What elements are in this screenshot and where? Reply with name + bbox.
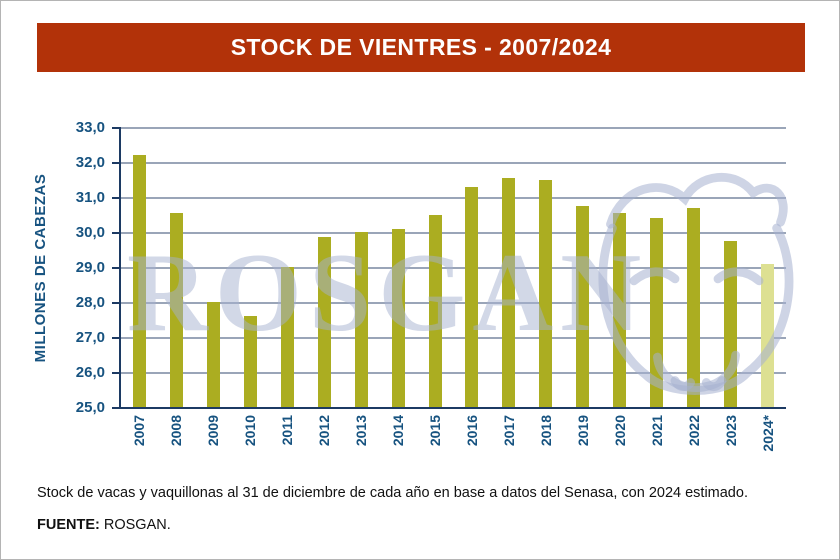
y-tick-label: 33,0 — [75, 119, 105, 136]
gridline — [121, 372, 786, 374]
y-axis-tick — [112, 127, 121, 129]
bar-2017 — [502, 177, 516, 407]
bar-2021 — [650, 218, 664, 407]
y-axis-tick — [112, 337, 121, 339]
gridline — [121, 162, 786, 164]
x-tick-label: 2012 — [316, 415, 333, 447]
y-axis-label: MILLONES DE CABEZAS — [32, 173, 49, 363]
y-axis-tick — [112, 267, 121, 269]
x-tick-label: 2008 — [168, 415, 185, 447]
bar-2018 — [539, 179, 553, 407]
title-banner: STOCK DE VIENTRES - 2007/2024 — [37, 23, 805, 72]
gridline — [121, 197, 786, 199]
source-line: FUENTE: ROSGAN. — [37, 517, 171, 533]
chart-title: STOCK DE VIENTRES - 2007/2024 — [230, 34, 612, 60]
y-axis-tick — [112, 162, 121, 164]
gridline — [121, 127, 786, 129]
y-axis-tick — [112, 197, 121, 199]
gridline — [121, 337, 786, 339]
x-tick-label: 2014 — [390, 415, 407, 447]
gridline — [121, 232, 786, 234]
x-tick-label: 2011 — [279, 415, 296, 446]
x-tick-label: 2022 — [685, 415, 702, 447]
bar-2019 — [576, 205, 590, 407]
chart-footnote: Stock de vacas y vaquillonas al 31 de di… — [37, 485, 748, 501]
x-tick-label: 2024* — [759, 415, 776, 452]
bar-2023 — [724, 240, 738, 407]
x-tick-label: 2015 — [427, 415, 444, 447]
x-tick-label: 2016 — [463, 415, 480, 447]
y-axis-tick — [112, 302, 121, 304]
y-axis-tick — [112, 407, 121, 409]
source-value: ROSGAN. — [99, 517, 171, 533]
source-label: FUENTE: — [37, 517, 100, 533]
x-axis-line — [119, 407, 786, 409]
y-tick-label: 30,0 — [75, 224, 105, 241]
bar-2007 — [132, 155, 146, 407]
bar-2015 — [428, 214, 442, 407]
x-tick-label: 2017 — [500, 415, 517, 447]
y-axis-tick — [112, 372, 121, 374]
bar-2024 — [761, 263, 775, 407]
bar-2014 — [391, 228, 405, 407]
bar-2012 — [317, 237, 331, 407]
x-tick-label: 2018 — [537, 415, 554, 447]
x-tick-label: 2020 — [611, 415, 628, 447]
y-tick-label: 28,0 — [75, 294, 105, 311]
x-tick-label: 2009 — [205, 415, 222, 447]
y-axis-tick — [112, 232, 121, 234]
y-tick-label: 31,0 — [75, 189, 105, 206]
bar-2009 — [206, 302, 220, 407]
y-tick-label: 25,0 — [75, 399, 105, 416]
x-tick-label: 2021 — [648, 415, 665, 447]
gridline — [121, 302, 786, 304]
x-tick-label: 2007 — [131, 415, 148, 447]
bar-2013 — [354, 232, 368, 407]
y-tick-label: 29,0 — [75, 259, 105, 276]
x-tick-label: 2023 — [722, 415, 739, 447]
y-tick-label: 27,0 — [75, 329, 105, 346]
bar-2022 — [687, 207, 701, 407]
x-tick-label: 2010 — [242, 415, 259, 447]
y-tick-label: 26,0 — [75, 364, 105, 381]
x-tick-label: 2019 — [574, 415, 591, 447]
gridline — [121, 267, 786, 269]
x-tick-label: 2013 — [353, 415, 370, 447]
plot-area: 33,0 32,0 31,0 30,0 29,0 28,0 27,0 26,0 25,0 2007… — [76, 119, 786, 452]
bar-2016 — [465, 186, 479, 407]
bar-2020 — [613, 212, 627, 407]
bar-2011 — [280, 267, 294, 407]
bar-2010 — [243, 316, 257, 407]
bar-2008 — [169, 212, 183, 407]
y-tick-label: 32,0 — [75, 154, 105, 171]
